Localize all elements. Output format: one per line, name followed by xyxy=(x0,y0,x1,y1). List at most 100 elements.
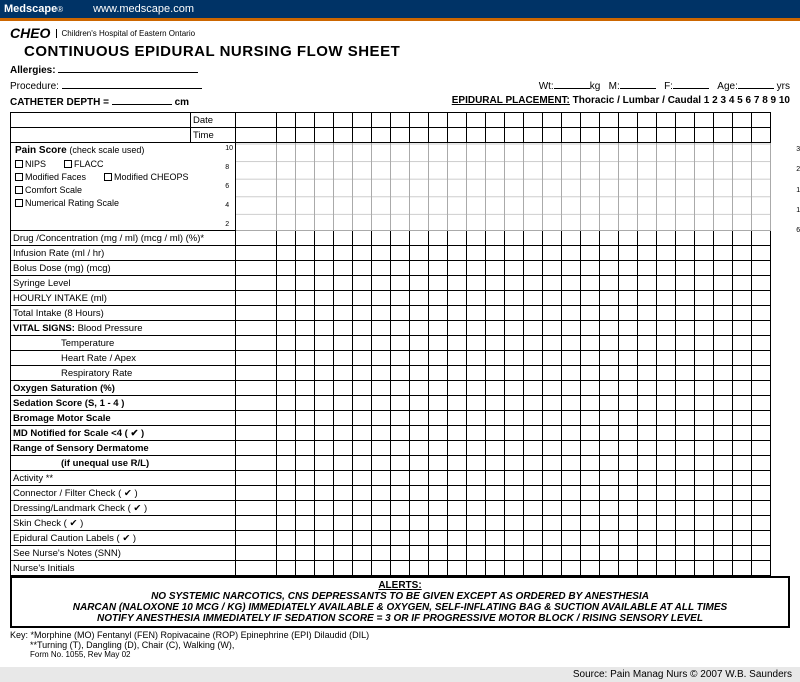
pain-data-cell[interactable] xyxy=(391,143,410,231)
data-cell[interactable] xyxy=(448,471,467,486)
f-field[interactable] xyxy=(673,78,709,89)
data-cell[interactable] xyxy=(676,261,695,276)
data-cell[interactable] xyxy=(695,246,714,261)
data-cell[interactable] xyxy=(695,561,714,576)
data-cell[interactable] xyxy=(600,531,619,546)
data-cell[interactable] xyxy=(600,501,619,516)
data-cell[interactable] xyxy=(676,336,695,351)
data-cell[interactable] xyxy=(638,276,657,291)
data-cell[interactable] xyxy=(600,366,619,381)
data-cell[interactable] xyxy=(657,381,676,396)
data-cell[interactable] xyxy=(752,501,771,516)
data-cell[interactable] xyxy=(543,128,562,143)
data-cell[interactable] xyxy=(372,351,391,366)
data-cell[interactable] xyxy=(676,441,695,456)
data-cell[interactable] xyxy=(562,128,581,143)
data-cell[interactable] xyxy=(619,366,638,381)
pain-data-cell[interactable] xyxy=(752,143,771,231)
data-cell[interactable] xyxy=(429,336,448,351)
data-cell[interactable] xyxy=(467,456,486,471)
data-cell[interactable] xyxy=(236,441,277,456)
data-cell[interactable] xyxy=(410,396,429,411)
data-cell[interactable] xyxy=(277,306,296,321)
data-cell[interactable] xyxy=(236,456,277,471)
data-cell[interactable] xyxy=(372,546,391,561)
data-cell[interactable] xyxy=(524,486,543,501)
data-cell[interactable] xyxy=(638,501,657,516)
data-cell[interactable] xyxy=(467,531,486,546)
allergies-field[interactable] xyxy=(58,62,198,73)
data-cell[interactable] xyxy=(543,113,562,128)
data-cell[interactable] xyxy=(714,381,733,396)
data-cell[interactable] xyxy=(353,381,372,396)
data-cell[interactable] xyxy=(752,381,771,396)
data-cell[interactable] xyxy=(315,426,334,441)
data-cell[interactable] xyxy=(334,321,353,336)
data-cell[interactable] xyxy=(410,261,429,276)
wt-field[interactable] xyxy=(554,78,590,89)
data-cell[interactable] xyxy=(524,441,543,456)
data-cell[interactable] xyxy=(467,501,486,516)
data-cell[interactable] xyxy=(353,426,372,441)
data-cell[interactable] xyxy=(372,291,391,306)
data-cell[interactable] xyxy=(410,291,429,306)
data-cell[interactable] xyxy=(657,306,676,321)
data-cell[interactable] xyxy=(524,456,543,471)
data-cell[interactable] xyxy=(391,291,410,306)
data-cell[interactable] xyxy=(695,261,714,276)
data-cell[interactable] xyxy=(619,381,638,396)
data-cell[interactable] xyxy=(334,486,353,501)
data-cell[interactable] xyxy=(581,128,600,143)
data-cell[interactable] xyxy=(236,486,277,501)
data-cell[interactable] xyxy=(296,231,315,246)
cb-mf[interactable]: Modified Faces xyxy=(15,172,86,182)
data-cell[interactable] xyxy=(448,441,467,456)
data-cell[interactable] xyxy=(448,276,467,291)
data-cell[interactable] xyxy=(619,351,638,366)
data-cell[interactable] xyxy=(467,441,486,456)
data-cell[interactable] xyxy=(505,426,524,441)
data-cell[interactable] xyxy=(372,561,391,576)
data-cell[interactable] xyxy=(315,261,334,276)
data-cell[interactable] xyxy=(391,471,410,486)
data-cell[interactable] xyxy=(581,381,600,396)
data-cell[interactable] xyxy=(486,516,505,531)
data-cell[interactable] xyxy=(733,351,752,366)
data-cell[interactable] xyxy=(391,261,410,276)
data-cell[interactable] xyxy=(334,411,353,426)
data-cell[interactable] xyxy=(236,113,277,128)
data-cell[interactable] xyxy=(600,321,619,336)
data-cell[interactable] xyxy=(353,411,372,426)
data-cell[interactable] xyxy=(752,336,771,351)
data-cell[interactable] xyxy=(315,396,334,411)
data-cell[interactable] xyxy=(236,426,277,441)
data-cell[interactable] xyxy=(619,516,638,531)
data-cell[interactable] xyxy=(334,261,353,276)
data-cell[interactable] xyxy=(277,411,296,426)
data-cell[interactable] xyxy=(448,531,467,546)
data-cell[interactable] xyxy=(638,113,657,128)
data-cell[interactable] xyxy=(486,306,505,321)
data-cell[interactable] xyxy=(429,351,448,366)
data-cell[interactable] xyxy=(562,336,581,351)
data-cell[interactable] xyxy=(733,128,752,143)
data-cell[interactable] xyxy=(429,128,448,143)
data-cell[interactable] xyxy=(676,381,695,396)
data-cell[interactable] xyxy=(410,411,429,426)
data-cell[interactable] xyxy=(752,471,771,486)
data-cell[interactable] xyxy=(486,128,505,143)
catheter-field[interactable] xyxy=(112,94,172,105)
data-cell[interactable] xyxy=(676,321,695,336)
data-cell[interactable] xyxy=(752,321,771,336)
data-cell[interactable] xyxy=(619,561,638,576)
data-cell[interactable] xyxy=(524,291,543,306)
data-cell[interactable] xyxy=(752,366,771,381)
data-cell[interactable] xyxy=(562,113,581,128)
data-cell[interactable] xyxy=(315,381,334,396)
data-cell[interactable] xyxy=(448,561,467,576)
data-cell[interactable] xyxy=(733,456,752,471)
data-cell[interactable] xyxy=(410,231,429,246)
data-cell[interactable] xyxy=(296,516,315,531)
data-cell[interactable] xyxy=(638,411,657,426)
data-cell[interactable] xyxy=(296,321,315,336)
